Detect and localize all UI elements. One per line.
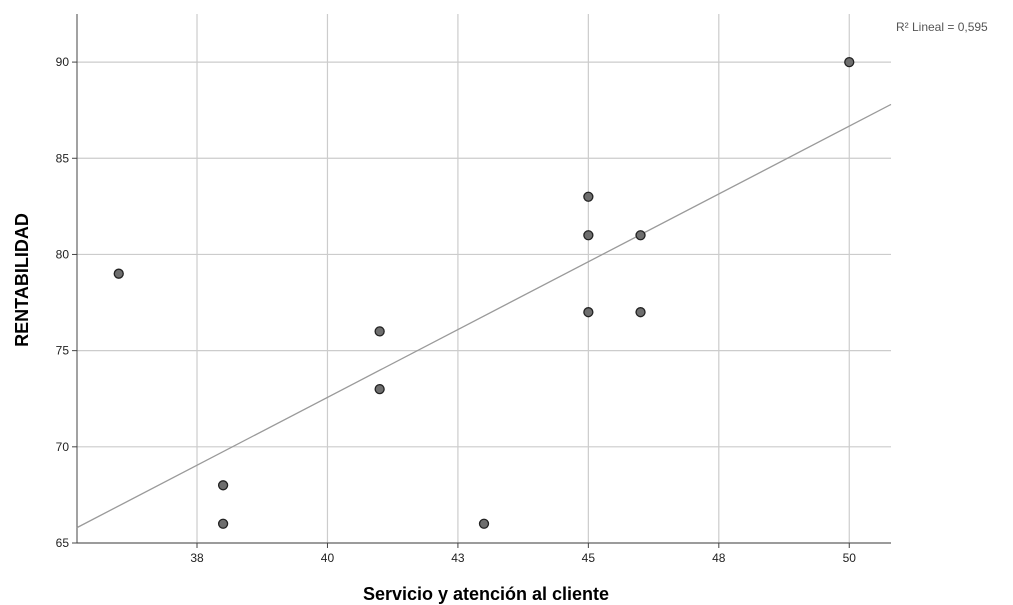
x-tick-label-0: 38: [190, 551, 204, 565]
data-point-6: [583, 191, 594, 202]
data-point-7: [583, 230, 594, 241]
x-tick-label-1: 40: [321, 551, 335, 565]
data-point-9: [635, 230, 646, 241]
data-point-3: [374, 326, 385, 337]
x-ticks: 38 40 43 45 48 50: [190, 543, 856, 565]
y-tick-label-5: 90: [56, 55, 70, 69]
x-axis-title: Servicio y atención al cliente: [363, 584, 609, 604]
y-tick-label-2: 75: [56, 344, 70, 358]
data-point-0: [113, 268, 124, 279]
data-point-4: [374, 383, 385, 395]
x-tick-label-3: 45: [582, 551, 596, 565]
fit-line-label: R² Lineal = 0,595: [896, 20, 988, 34]
fit-line: [76, 103, 892, 529]
x-tick-label-5: 50: [843, 551, 857, 565]
y-tick-label-1: 70: [56, 440, 70, 454]
data-point-2: [217, 518, 229, 529]
y-axis-title: RENTABILIDAD: [12, 213, 32, 347]
y-tick-label-4: 85: [56, 151, 70, 165]
data-point-10: [635, 307, 646, 318]
axes: [76, 14, 891, 544]
fit-line-group: [76, 103, 892, 529]
data-point-1: [217, 480, 229, 491]
data-point-8: [583, 307, 594, 318]
data-point-11: [844, 56, 855, 68]
y-ticks: 65 70 75 80 85 90: [56, 55, 77, 550]
x-tick-label-2: 43: [451, 551, 465, 565]
data-points: [113, 56, 855, 529]
x-tick-label-4: 48: [712, 551, 726, 565]
y-tick-label-3: 80: [56, 247, 70, 261]
y-tick-label-0: 65: [56, 536, 70, 550]
data-point-5: [478, 518, 490, 529]
